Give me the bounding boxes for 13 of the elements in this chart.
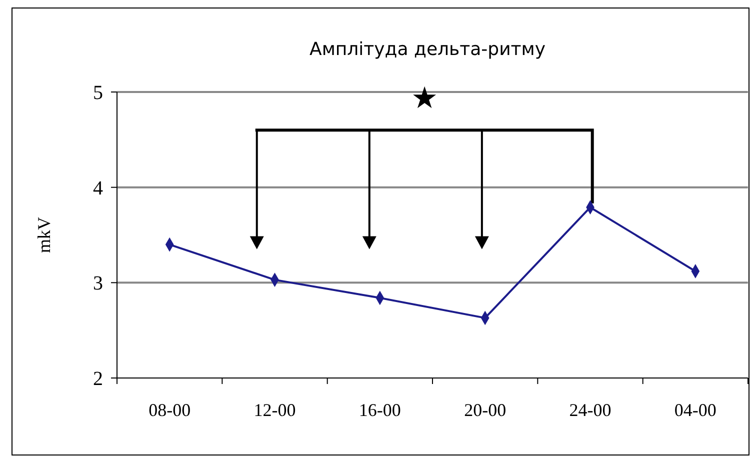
y-tick-label: 5 [93,82,103,104]
x-tick-label: 16-00 [358,400,401,420]
y-tick-label: 4 [93,177,103,200]
y-axis-title: mkV [34,217,54,253]
annotation: ★ [411,81,438,116]
x-tick-label: 04-00 [674,400,716,420]
x-tick-label: 24-00 [569,400,612,420]
y-tick-label: 3 [93,272,103,295]
chart-title: Амплітуда дельта-ритму [310,39,546,60]
y-tick-label: 2 [93,368,103,390]
x-tick-label: 20-00 [464,400,506,420]
x-tick-label: 12-00 [254,400,296,420]
x-tick-label: 08-00 [148,400,191,420]
